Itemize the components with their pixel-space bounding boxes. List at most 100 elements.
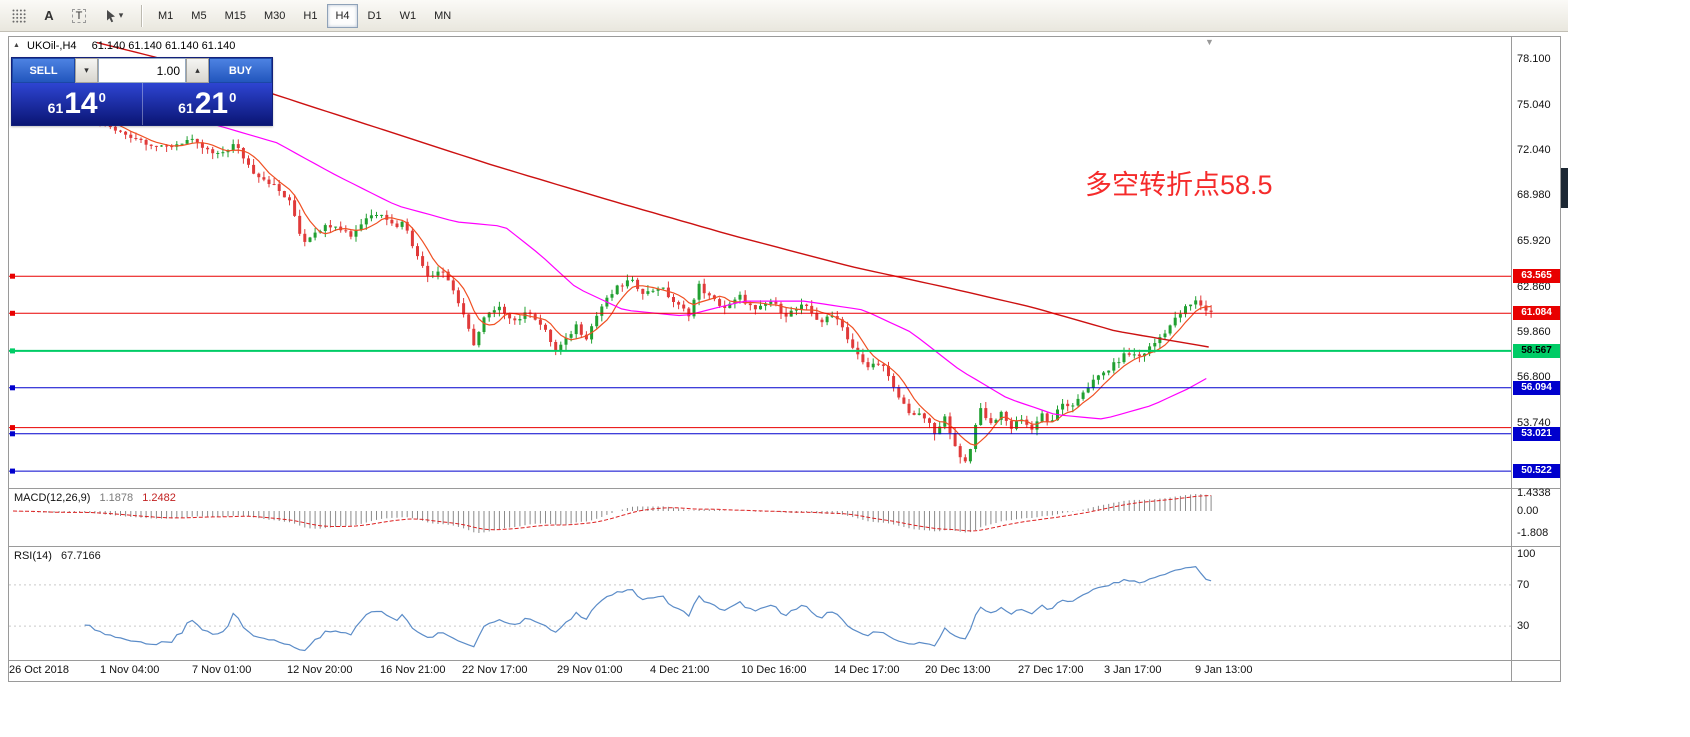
bid-integer: 61 xyxy=(47,99,64,116)
time-axis-label: 29 Nov 01:00 xyxy=(557,664,623,676)
price-axis-label: 56.800 xyxy=(1517,371,1551,383)
price-level-badge: 56.094 xyxy=(1513,381,1560,395)
one-click-trade-panel: SELL ▾ ▴ BUY 61 14 0 61 21 xyxy=(11,57,273,126)
macd-label: MACD(12,26,9) 1.1878 1.2482 xyxy=(14,492,176,504)
price-axis-label: 65.920 xyxy=(1517,235,1551,247)
time-axis-label: 27 Dec 17:00 xyxy=(1018,664,1084,676)
macd-signal-line xyxy=(12,495,1212,532)
rsi-panel-canvas[interactable] xyxy=(9,547,1511,660)
bid-ask-row: 61 14 0 61 21 0 xyxy=(12,83,272,125)
timeframe-toolbar: M1 M5 M15 M30 H1 H4 D1 W1 MN xyxy=(150,3,459,28)
timeframe-button-m5[interactable]: M5 xyxy=(183,4,214,28)
price-level-handle[interactable] xyxy=(10,468,15,474)
ask-main-digits: 21 xyxy=(194,87,229,120)
timeframe-button-mn[interactable]: MN xyxy=(426,4,459,28)
price-axis-label: 59.860 xyxy=(1517,326,1551,338)
price-axis-label: 75.040 xyxy=(1517,99,1551,111)
text-tool-button[interactable]: T xyxy=(64,4,94,28)
macd-panel-canvas[interactable] xyxy=(9,489,1511,546)
timeframe-button-m1[interactable]: M1 xyxy=(150,4,181,28)
bid-price-display[interactable]: 61 14 0 xyxy=(12,83,143,125)
sell-button[interactable]: SELL xyxy=(12,58,75,83)
text-label-tool-button[interactable]: A xyxy=(34,4,64,28)
macd-name: MACD(12,26,9) xyxy=(14,492,91,504)
letter-t-icon: T xyxy=(71,8,87,23)
volume-input[interactable] xyxy=(98,58,186,83)
time-axis-label: 26 Oct 2018 xyxy=(9,664,69,676)
chart-title-bar: ▲ UKOil-,H4 61.140 61.140 61.140 61.140 xyxy=(13,40,235,52)
toolbar-separator xyxy=(141,4,143,27)
chart-window: 78.100 75.040 72.040 68.980 65.920 62.860 59.8… xyxy=(8,36,1561,682)
timeframe-button-m15[interactable]: M15 xyxy=(217,4,254,28)
time-axis-label: 22 Nov 17:00 xyxy=(462,664,528,676)
rsi-axis-label: 70 xyxy=(1517,579,1530,591)
trade-controls-row: SELL ▾ ▴ BUY xyxy=(12,58,272,83)
scrollbar-thumb[interactable] xyxy=(1561,168,1568,208)
macd-histogram xyxy=(17,494,1212,533)
toolbar: A T ▾ M1 M5 M15 M30 H1 H4 D1 W1 MN xyxy=(0,0,1568,32)
ma-fast-line xyxy=(38,104,1212,446)
grid-tool-button[interactable] xyxy=(4,4,34,28)
macd-axis-label: 1.4338 xyxy=(1517,487,1551,499)
time-axis-label: 16 Nov 21:00 xyxy=(380,664,446,676)
main-chart-canvas[interactable] xyxy=(9,37,1511,488)
bid-pip-digit: 0 xyxy=(98,90,106,105)
time-axis-separator xyxy=(9,660,1560,661)
rsi-axis-label: 30 xyxy=(1517,620,1530,632)
bid-main-digits: 14 xyxy=(64,87,98,120)
time-axis-label: 12 Nov 20:00 xyxy=(287,664,353,676)
time-axis[interactable]: 26 Oct 2018 1 Nov 04:00 7 Nov 01:00 12 Nov … xyxy=(9,661,1511,681)
price-level-handle[interactable] xyxy=(10,431,15,437)
rsi-axis-label: 100 xyxy=(1517,548,1536,560)
caret-down-icon: ▾ xyxy=(84,65,89,75)
price-level-handle[interactable] xyxy=(10,425,15,431)
time-axis-label: 7 Nov 01:00 xyxy=(192,664,252,676)
price-level-handle[interactable] xyxy=(10,273,15,279)
rsi-value: 67.7166 xyxy=(60,550,101,562)
timeframe-button-h4[interactable]: H4 xyxy=(327,3,358,28)
volume-decrease-button[interactable]: ▾ xyxy=(75,58,98,83)
price-level-handle[interactable] xyxy=(10,310,15,316)
price-axis-label: 78.100 xyxy=(1517,53,1551,65)
time-axis-label: 20 Dec 13:00 xyxy=(925,664,991,676)
buy-button[interactable]: BUY xyxy=(209,58,272,83)
timeframe-button-d1[interactable]: D1 xyxy=(360,4,390,28)
time-axis-label: 4 Dec 21:00 xyxy=(650,664,710,676)
price-axis-label: 72.040 xyxy=(1517,144,1551,156)
rsi-panel-separator[interactable] xyxy=(9,546,1560,547)
chart-text-annotation[interactable]: 多空转折点58.5 xyxy=(1085,170,1273,200)
ohlc-values: 61.140 61.140 61.140 61.140 xyxy=(91,40,236,52)
time-axis-label: 1 Nov 04:00 xyxy=(100,664,160,676)
rsi-line xyxy=(84,565,1212,652)
price-level-badge: 63.565 xyxy=(1513,269,1560,283)
ask-price-display[interactable]: 61 21 0 xyxy=(143,83,273,125)
cursor-arrow-icon xyxy=(106,9,115,22)
macd-axis-label: 0.00 xyxy=(1517,505,1539,517)
ma-medium-line xyxy=(132,95,1207,420)
macd-value-main: 1.1878 xyxy=(99,492,134,504)
volume-increase-button[interactable]: ▴ xyxy=(186,58,209,83)
chevron-down-icon: ▾ xyxy=(118,10,124,20)
chart-marker-icon: ▲ xyxy=(13,42,20,49)
macd-panel-separator[interactable] xyxy=(9,488,1560,489)
price-level-handle[interactable] xyxy=(10,385,15,391)
timeframe-button-h1[interactable]: H1 xyxy=(295,4,325,28)
ask-integer: 61 xyxy=(178,99,194,116)
rsi-name: RSI(14) xyxy=(14,550,52,562)
cursor-tool-button[interactable]: ▾ xyxy=(94,4,134,28)
time-axis-label: 3 Jan 17:00 xyxy=(1104,664,1162,676)
time-axis-label: 14 Dec 17:00 xyxy=(834,664,900,676)
price-level-badge: 61.084 xyxy=(1513,306,1560,320)
ma-slow-line xyxy=(96,41,1209,348)
symbol-timeframe-label: UKOil-,H4 xyxy=(27,40,77,52)
timeframe-button-m30[interactable]: M30 xyxy=(256,4,293,28)
price-axis[interactable]: 78.100 75.040 72.040 68.980 65.920 62.860 59.8… xyxy=(1511,37,1560,681)
timeframe-button-w1[interactable]: W1 xyxy=(392,4,425,28)
time-axis-label: 9 Jan 13:00 xyxy=(1195,664,1253,676)
letter-a-icon: A xyxy=(44,8,54,23)
price-axis-label: 53.740 xyxy=(1517,417,1551,429)
price-level-handle[interactable] xyxy=(10,348,15,354)
grid-dots-icon xyxy=(12,9,26,23)
caret-up-icon: ▴ xyxy=(195,65,200,75)
